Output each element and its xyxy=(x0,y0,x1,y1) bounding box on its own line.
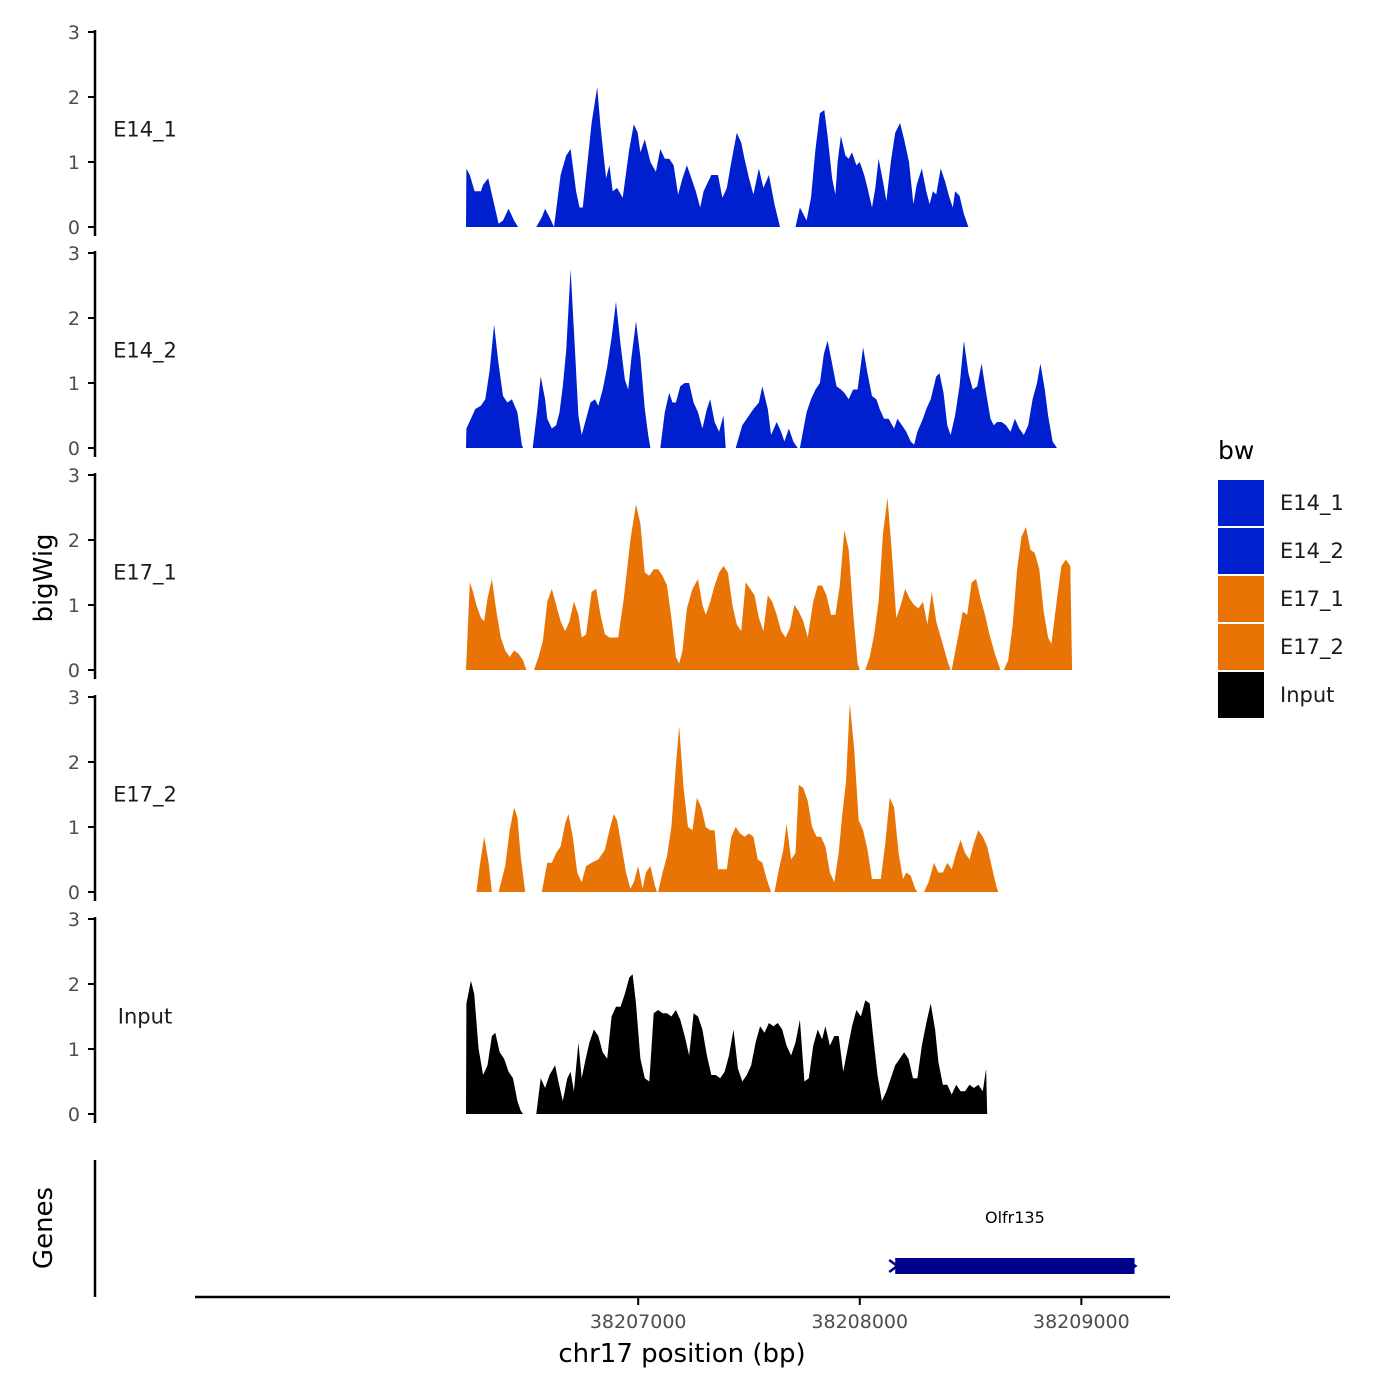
genes-axis-title: Genes xyxy=(29,1187,59,1269)
track-E17_2: 0 1 2 3 E17_2 xyxy=(68,687,999,904)
track-label: Input xyxy=(118,1005,172,1029)
y-tick-label: 3 xyxy=(68,243,80,265)
track-E14_1: 0 1 2 3 E14_1 xyxy=(68,22,969,239)
y-tick-label: 0 xyxy=(68,660,80,682)
coverage-area xyxy=(865,497,951,670)
coverage-area xyxy=(466,168,519,227)
coverage-area xyxy=(735,386,798,448)
genes-panel: Genes Olfr135 xyxy=(29,1160,1138,1297)
y-tick-label: 2 xyxy=(68,530,80,552)
x-tick-label: 38209000 xyxy=(1033,1311,1130,1333)
y-tick-label: 3 xyxy=(68,22,80,44)
coverage-area xyxy=(799,340,1057,448)
y-tick-label: 1 xyxy=(68,1039,80,1061)
y-tick-label: 0 xyxy=(68,217,80,239)
coverage-area xyxy=(466,579,527,670)
coverage-area xyxy=(660,383,726,448)
coverage-area xyxy=(924,830,999,892)
x-axis: chr17 position (bp) 38207000 38208000 3820… xyxy=(195,1295,1170,1369)
legend: bw E14_1 E14_2 E17_1 E17_2 Input xyxy=(1218,436,1344,718)
x-tick-label: 38208000 xyxy=(811,1311,908,1333)
y-tick-label: 0 xyxy=(68,882,80,904)
legend-key xyxy=(1218,672,1264,718)
y-tick-label: 1 xyxy=(68,595,80,617)
legend-key xyxy=(1218,576,1264,622)
coverage-area xyxy=(536,87,780,227)
bigwig-tracks: 0 1 2 3 E14_1 0 1 2 3 E14_2 0 1 2 3 E17_1 0 1 2 3 E17_2 0 1 2 3… xyxy=(68,22,1073,1126)
y-tick-label: 2 xyxy=(68,974,80,996)
track-E17_1: 0 1 2 3 E17_1 xyxy=(68,465,1073,682)
y-tick-label: 0 xyxy=(68,438,80,460)
y-tick-label: 3 xyxy=(68,687,80,709)
coverage-area xyxy=(541,814,657,892)
track-E14_2: 0 1 2 3 E14_2 xyxy=(68,243,1057,460)
coverage-area xyxy=(534,504,860,670)
coverage-area xyxy=(774,703,918,892)
y-axis-title: bigWig xyxy=(29,533,59,622)
y-tick-label: 3 xyxy=(68,909,80,931)
coverage-area xyxy=(498,807,526,892)
y-tick-label: 0 xyxy=(68,1104,80,1126)
x-axis-title: chr17 position (bp) xyxy=(558,1339,805,1369)
legend-label: E14_1 xyxy=(1280,491,1344,516)
gene-body xyxy=(895,1258,1135,1274)
track-label: E14_2 xyxy=(113,339,177,364)
y-tick-label: 2 xyxy=(68,752,80,774)
legend-key xyxy=(1218,528,1264,574)
track-label: E14_1 xyxy=(113,118,177,143)
coverage-area xyxy=(1003,527,1073,670)
y-tick-label: 1 xyxy=(68,817,80,839)
legend-key xyxy=(1218,624,1264,670)
legend-key xyxy=(1218,480,1264,526)
legend-label: E14_2 xyxy=(1280,539,1344,564)
y-tick-label: 2 xyxy=(68,308,80,330)
y-tick-label: 1 xyxy=(68,152,80,174)
legend-label: Input xyxy=(1280,683,1334,707)
legend-label: E17_1 xyxy=(1280,587,1344,612)
coverage-area xyxy=(476,836,492,892)
legend-label: E17_2 xyxy=(1280,635,1344,660)
coverage-area xyxy=(658,726,772,892)
coverage-area xyxy=(532,269,651,448)
coverage-area xyxy=(951,579,1001,670)
x-tick-label: 38207000 xyxy=(590,1311,687,1333)
y-tick-label: 3 xyxy=(68,465,80,487)
track-label: E17_1 xyxy=(113,561,177,586)
y-tick-label: 2 xyxy=(68,87,80,109)
track-label: E17_2 xyxy=(113,783,177,808)
y-tick-label: 1 xyxy=(68,373,80,395)
coverage-area xyxy=(795,110,969,227)
strand-arrow-icon xyxy=(888,1259,900,1273)
coverage-area xyxy=(466,324,523,448)
strand-arrow-icon xyxy=(1130,1261,1138,1271)
coverage-area xyxy=(536,974,988,1114)
gene-label: Olfr135 xyxy=(985,1208,1045,1227)
track-Input: 0 1 2 3 Input xyxy=(68,909,988,1126)
coverage-area xyxy=(466,980,523,1114)
legend-title: bw xyxy=(1218,436,1254,465)
